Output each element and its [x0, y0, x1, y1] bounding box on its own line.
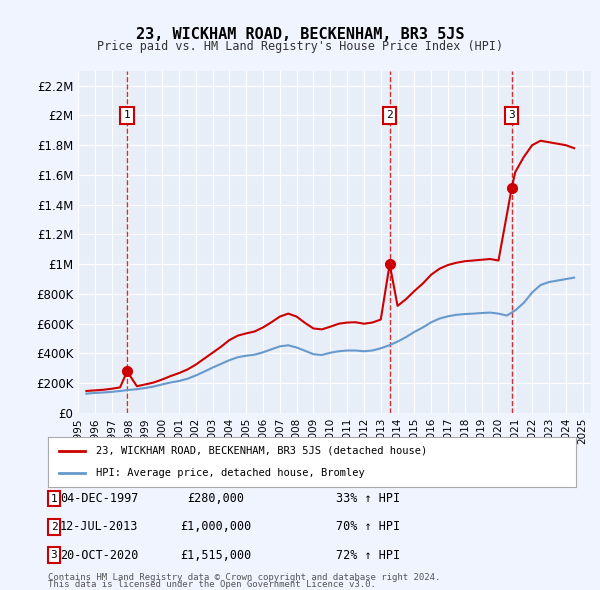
- Text: Price paid vs. HM Land Registry's House Price Index (HPI): Price paid vs. HM Land Registry's House …: [97, 40, 503, 53]
- Text: This data is licensed under the Open Government Licence v3.0.: This data is licensed under the Open Gov…: [48, 580, 376, 589]
- Text: 12-JUL-2013: 12-JUL-2013: [60, 520, 138, 533]
- Text: 3: 3: [508, 110, 515, 120]
- Text: 72% ↑ HPI: 72% ↑ HPI: [336, 549, 400, 562]
- Text: £1,000,000: £1,000,000: [181, 520, 251, 533]
- Text: 2: 2: [386, 110, 393, 120]
- Text: Contains HM Land Registry data © Crown copyright and database right 2024.: Contains HM Land Registry data © Crown c…: [48, 573, 440, 582]
- Text: 20-OCT-2020: 20-OCT-2020: [60, 549, 138, 562]
- Text: 23, WICKHAM ROAD, BECKENHAM, BR3 5JS: 23, WICKHAM ROAD, BECKENHAM, BR3 5JS: [136, 27, 464, 41]
- Text: £1,515,000: £1,515,000: [181, 549, 251, 562]
- Text: 70% ↑ HPI: 70% ↑ HPI: [336, 520, 400, 533]
- Text: 04-DEC-1997: 04-DEC-1997: [60, 492, 138, 505]
- Text: 1: 1: [50, 494, 58, 503]
- Text: 3: 3: [50, 550, 58, 560]
- Text: 33% ↑ HPI: 33% ↑ HPI: [336, 492, 400, 505]
- Text: HPI: Average price, detached house, Bromley: HPI: Average price, detached house, Brom…: [95, 468, 364, 478]
- Text: 23, WICKHAM ROAD, BECKENHAM, BR3 5JS (detached house): 23, WICKHAM ROAD, BECKENHAM, BR3 5JS (de…: [95, 445, 427, 455]
- Text: 1: 1: [124, 110, 130, 120]
- Text: £280,000: £280,000: [187, 492, 245, 505]
- Text: 2: 2: [50, 522, 58, 532]
